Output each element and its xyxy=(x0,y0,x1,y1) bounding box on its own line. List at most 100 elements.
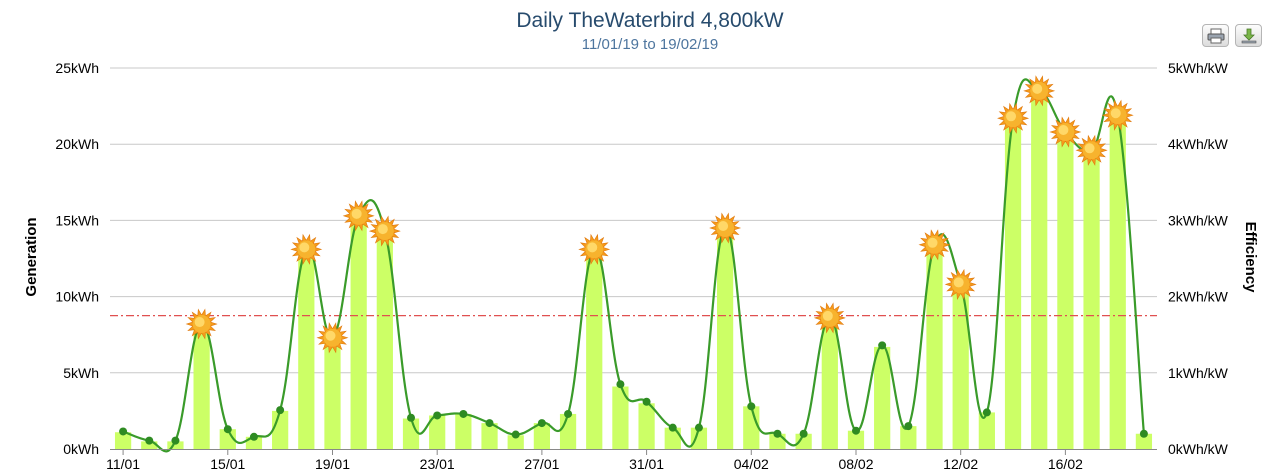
data-point xyxy=(119,427,128,436)
data-point xyxy=(668,423,677,432)
sun-icon xyxy=(578,233,611,265)
bar xyxy=(481,423,498,449)
data-point xyxy=(537,419,546,428)
bar xyxy=(743,406,760,449)
y-tick-label: 10kWh xyxy=(55,289,99,305)
x-tick-label: 16/02 xyxy=(1048,456,1083,472)
sun-icon xyxy=(1075,134,1108,166)
data-point xyxy=(433,411,442,420)
bar xyxy=(1083,150,1100,449)
y2-tick-label: 4kWh/kW xyxy=(1168,136,1229,152)
data-point xyxy=(511,430,520,439)
data-point xyxy=(145,436,154,445)
bar xyxy=(952,284,969,449)
y-tick-label: 25kWh xyxy=(55,60,99,76)
y-tick-label: 20kWh xyxy=(55,136,99,152)
y2-tick-label: 1kWh/kW xyxy=(1168,365,1229,381)
bar xyxy=(272,410,289,449)
x-tick-label: 11/01 xyxy=(106,456,140,472)
sun-icon xyxy=(1023,75,1056,107)
data-point xyxy=(773,429,782,438)
sun-icon xyxy=(185,308,218,340)
y2-tick-label: 5kWh/kW xyxy=(1168,60,1229,76)
sun-icon xyxy=(813,302,846,334)
download-button[interactable] xyxy=(1235,24,1262,47)
x-tick-label: 08/02 xyxy=(838,456,873,472)
data-point xyxy=(642,397,651,406)
bar xyxy=(376,231,393,449)
bar xyxy=(219,429,236,449)
print-button[interactable] xyxy=(1202,24,1229,47)
sun-icon xyxy=(1101,99,1134,131)
sun-icon xyxy=(918,229,951,261)
bar xyxy=(507,435,524,449)
data-point xyxy=(1139,429,1148,438)
bar xyxy=(638,403,655,449)
bar xyxy=(586,249,603,449)
bar xyxy=(1031,90,1048,450)
data-point xyxy=(485,419,494,428)
bar xyxy=(114,432,132,449)
sun-icon xyxy=(1049,116,1082,148)
bar xyxy=(716,228,734,449)
bar xyxy=(193,324,210,449)
sun-icon xyxy=(944,268,977,300)
data-point xyxy=(407,413,416,422)
printer-icon xyxy=(1207,28,1225,44)
bar xyxy=(690,427,708,449)
data-point xyxy=(223,425,232,434)
bar xyxy=(324,337,341,449)
bar xyxy=(533,423,551,449)
data-point xyxy=(851,426,860,435)
bar xyxy=(1004,118,1022,450)
data-point xyxy=(276,406,285,415)
y-tick-label: 15kWh xyxy=(55,212,99,228)
bar xyxy=(978,412,995,449)
x-tick-label: 27/01 xyxy=(524,456,559,472)
bar xyxy=(559,413,577,449)
data-point xyxy=(799,429,808,438)
sun-icon xyxy=(290,233,323,265)
data-point xyxy=(249,432,258,441)
sun-icon xyxy=(368,215,401,247)
y2-tick-label: 2kWh/kW xyxy=(1168,289,1229,305)
data-point xyxy=(904,422,913,431)
x-tick-label: 04/02 xyxy=(734,456,769,472)
bar xyxy=(141,441,158,449)
data-point xyxy=(564,409,573,418)
y2-axis-title: Efficiency xyxy=(1242,222,1259,294)
chart-subtitle: 11/01/19 to 19/02/19 xyxy=(582,36,719,53)
bar xyxy=(1135,433,1153,449)
data-point xyxy=(694,423,703,432)
y-tick-label: 5kWh xyxy=(63,365,99,381)
bar xyxy=(795,433,812,449)
bar xyxy=(1057,132,1074,449)
chart-title: Daily TheWaterbird 4,800kW xyxy=(516,9,783,32)
efficiency-line xyxy=(122,78,1146,453)
bar xyxy=(429,415,446,449)
bar xyxy=(350,215,367,449)
data-point xyxy=(459,409,468,418)
sun-icon xyxy=(316,322,349,354)
bar xyxy=(1109,115,1126,449)
x-tick-label: 12/02 xyxy=(943,456,978,472)
bar xyxy=(402,418,420,449)
x-tick-label: 15/01 xyxy=(210,456,245,472)
data-point xyxy=(171,436,180,445)
bar xyxy=(298,249,315,449)
sun-icon xyxy=(709,212,742,244)
sun-icon xyxy=(997,102,1030,134)
bar xyxy=(900,426,917,449)
bar xyxy=(847,430,865,449)
x-tick-label: 23/01 xyxy=(420,456,455,472)
bar xyxy=(455,413,472,449)
data-point xyxy=(747,402,756,411)
x-tick-label: 19/01 xyxy=(315,456,350,472)
y2-tick-label: 3kWh/kW xyxy=(1168,212,1229,228)
sun-icon xyxy=(342,200,375,232)
y-axis-title: Generation xyxy=(23,217,40,296)
bar xyxy=(612,386,629,449)
bar xyxy=(874,346,891,449)
download-icon xyxy=(1241,28,1257,44)
bar xyxy=(926,244,943,449)
